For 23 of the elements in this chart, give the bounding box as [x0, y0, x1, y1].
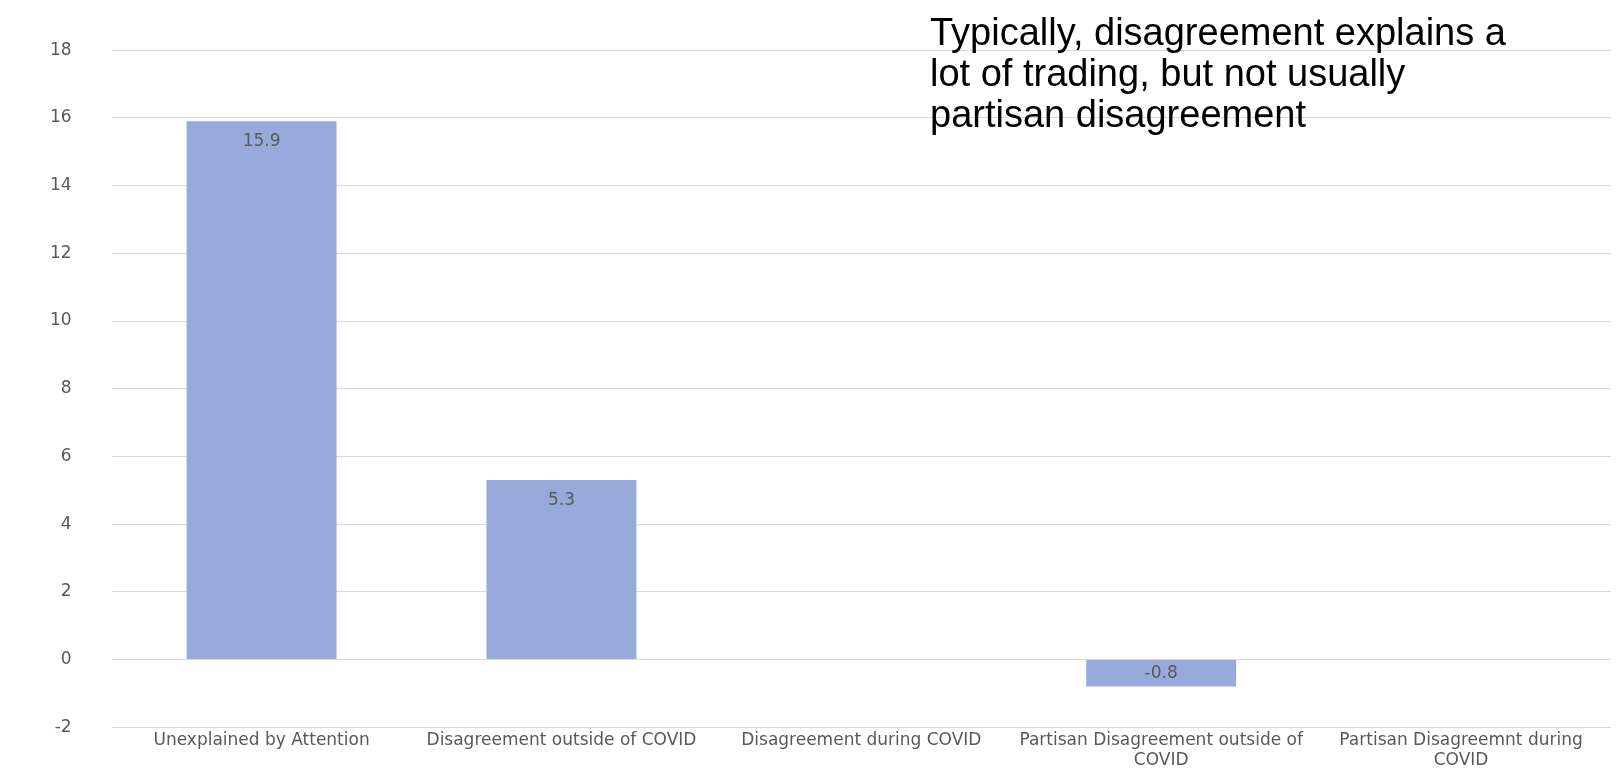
data-label: 5.3 — [547, 488, 575, 509]
y-tick-label: 4 — [60, 512, 72, 533]
y-tick-label: 10 — [49, 309, 72, 330]
y-tick-label: 2 — [60, 580, 72, 601]
data-label: -0.8 — [1144, 661, 1178, 682]
data-label: 15.9 — [242, 129, 281, 150]
y-tick-label: 14 — [49, 174, 72, 195]
y-tick-label: 0 — [60, 647, 72, 668]
y-tick-label: 16 — [49, 106, 72, 127]
bar — [1086, 660, 1237, 687]
x-tick-label: Unexplained by Attention — [153, 728, 370, 749]
bar — [186, 121, 337, 659]
y-tick-label: 8 — [60, 377, 72, 398]
x-tick-label: Disagreement outside of COVID — [426, 728, 697, 749]
x-tick-label: Partisan Disagreemnt during COVID — [1339, 728, 1583, 770]
y-tick-label: 6 — [60, 444, 72, 465]
x-tick-label: Partisan Disagreement outside of COVID — [1019, 728, 1304, 770]
bar — [486, 480, 637, 659]
x-tick-label: Disagreement during COVID — [741, 728, 982, 749]
y-tick-label: -2 — [54, 715, 72, 736]
y-tick-label: 18 — [49, 38, 72, 59]
annotation: Typically, disagreement explains a lot of trading, but not usually partisan disagreement — [930, 11, 1507, 135]
y-tick-label: 12 — [49, 241, 72, 262]
